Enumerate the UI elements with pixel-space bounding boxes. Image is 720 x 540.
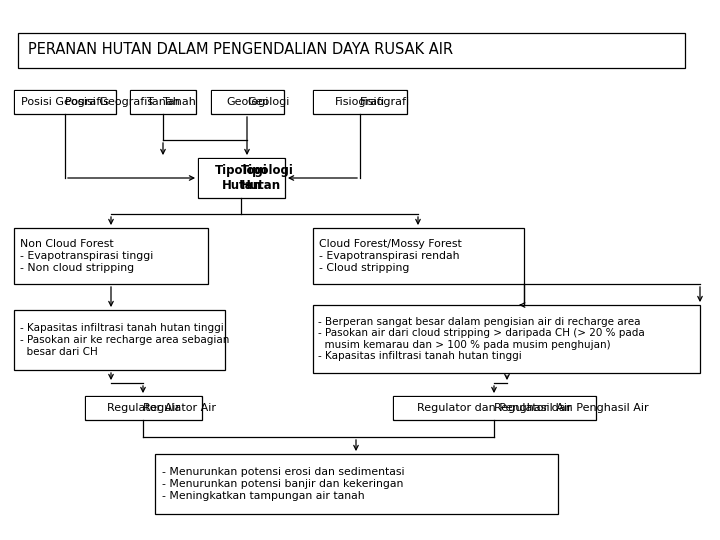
- Text: Tanah: Tanah: [147, 97, 179, 107]
- Text: Geologi: Geologi: [247, 97, 289, 107]
- Text: Tipologi
Hutan: Tipologi Hutan: [215, 164, 268, 192]
- Bar: [393, 396, 596, 420]
- Bar: [211, 90, 284, 114]
- Bar: [313, 90, 407, 114]
- Bar: [212, 91, 283, 113]
- Text: Tanah: Tanah: [163, 97, 196, 107]
- Bar: [18, 33, 685, 68]
- Text: Non Cloud Forest
- Evapotranspirasi tinggi
- Non cloud stripping: Non Cloud Forest - Evapotranspirasi ting…: [20, 239, 153, 273]
- Bar: [14, 90, 116, 114]
- Text: - Menurunkan potensi erosi dan sedimentasi
- Menurunkan potensi banjir dan keker: - Menurunkan potensi erosi dan sedimenta…: [162, 468, 405, 501]
- Text: - Kapasitas infiltrasi tanah hutan tinggi
- Pasokan air ke recharge area sebagia: - Kapasitas infiltrasi tanah hutan tingg…: [20, 323, 230, 356]
- Bar: [313, 305, 700, 373]
- Bar: [14, 228, 208, 284]
- Text: Fisiografi: Fisiografi: [360, 97, 410, 107]
- Bar: [14, 310, 225, 370]
- Bar: [85, 396, 202, 420]
- Bar: [313, 228, 524, 284]
- Text: Tipologi
Hutan: Tipologi Hutan: [241, 164, 294, 192]
- Text: Regulator Air: Regulator Air: [107, 403, 180, 413]
- Text: Posisi Geografis: Posisi Geografis: [65, 97, 153, 107]
- Text: Fisiografi: Fisiografi: [335, 97, 385, 107]
- Bar: [314, 91, 406, 113]
- Text: Posisi Geografis: Posisi Geografis: [21, 97, 109, 107]
- Text: Regulator dan Penghasil Air: Regulator dan Penghasil Air: [417, 403, 572, 413]
- Bar: [198, 158, 285, 198]
- Bar: [394, 397, 595, 419]
- Text: Regulator dan Penghasil Air: Regulator dan Penghasil Air: [494, 403, 649, 413]
- Bar: [86, 397, 201, 419]
- Text: PERANAN HUTAN DALAM PENGENDALIAN DAYA RUSAK AIR: PERANAN HUTAN DALAM PENGENDALIAN DAYA RU…: [28, 43, 453, 57]
- Bar: [199, 159, 284, 197]
- Bar: [15, 91, 115, 113]
- Text: - Berperan sangat besar dalam pengisian air di recharge area
- Pasokan air dari : - Berperan sangat besar dalam pengisian …: [318, 316, 644, 361]
- Bar: [131, 91, 195, 113]
- Bar: [130, 90, 196, 114]
- Text: Regulator Air: Regulator Air: [143, 403, 216, 413]
- Text: Cloud Forest/Mossy Forest
- Evapotranspirasi rendah
- Cloud stripping: Cloud Forest/Mossy Forest - Evapotranspi…: [319, 239, 462, 273]
- Bar: [155, 454, 558, 514]
- Text: Geologi: Geologi: [226, 97, 269, 107]
